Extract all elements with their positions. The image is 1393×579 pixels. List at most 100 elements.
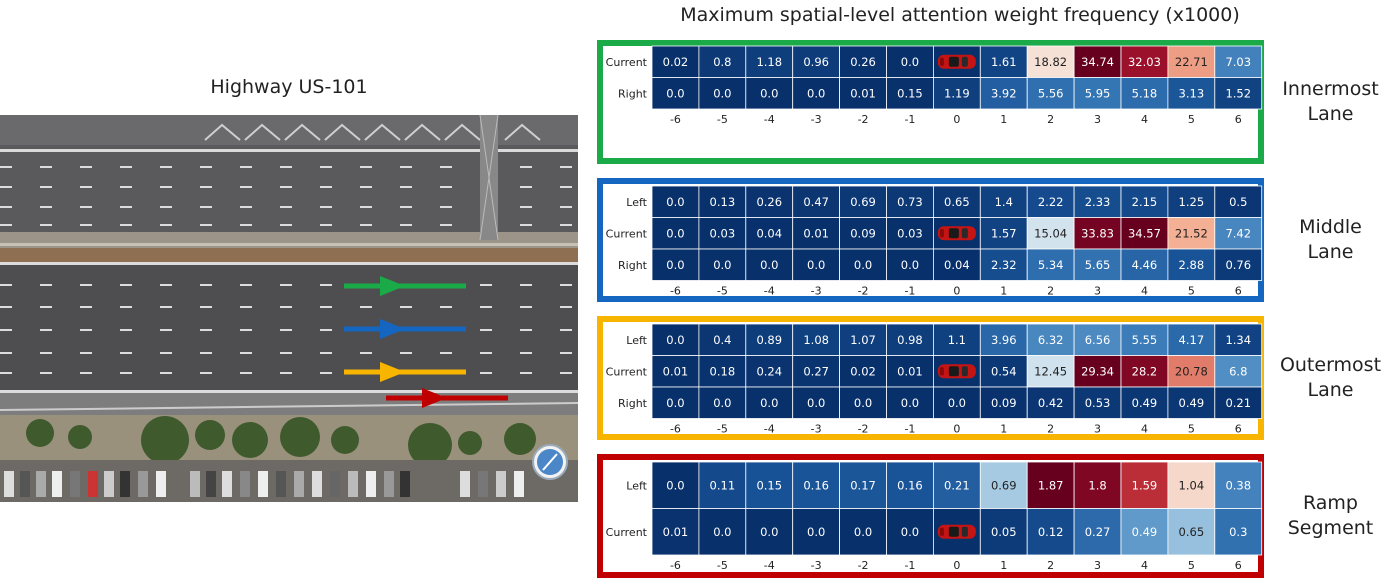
x-tick-label: 0 xyxy=(953,285,960,298)
x-tick-label: 3 xyxy=(1094,423,1101,436)
heatmap-cell xyxy=(979,508,1028,556)
heatmap-cell xyxy=(979,248,1028,281)
row-label: Left xyxy=(626,479,647,492)
cell-value-label: 0.0 xyxy=(666,86,684,100)
heatmap-cell xyxy=(1214,323,1263,356)
heatmap-cell xyxy=(1214,355,1263,388)
heatmap-cell xyxy=(745,217,794,250)
cell-value-label: 0.04 xyxy=(944,258,970,272)
x-tick-label: -4 xyxy=(764,559,775,572)
heatmap-cell xyxy=(1214,77,1263,110)
cell-value-label: 0.26 xyxy=(756,195,782,209)
cell-value-label: 0.0 xyxy=(901,525,919,539)
cell-value-label: 33.83 xyxy=(1081,226,1114,240)
x-tick-label: 2 xyxy=(1047,285,1054,298)
heatmap-cell xyxy=(839,461,887,509)
row-label: Left xyxy=(626,196,647,209)
x-tick-label: 1 xyxy=(1000,285,1007,298)
ego-car-icon xyxy=(937,524,976,539)
row-label: Current xyxy=(606,365,648,378)
heatmap-cell xyxy=(792,77,841,110)
heatmap-cell xyxy=(933,323,981,356)
cell-value-label: 1.8 xyxy=(1088,478,1106,492)
heatmap-outermost: Left 0.0 0.4 0.89 1.08 1.07 0.98 1.1 3.96 6.32 6.5… xyxy=(606,323,1263,436)
heatmap-cell xyxy=(1167,508,1216,556)
heatmap-cell xyxy=(792,461,841,509)
heatmap-cell xyxy=(745,77,794,110)
heatmap-cell xyxy=(792,217,841,250)
heatmap-cell xyxy=(979,355,1028,388)
x-tick-label: 3 xyxy=(1094,113,1101,126)
heatmap-cell xyxy=(979,323,1028,356)
cell-value-label: 2.88 xyxy=(1179,258,1205,272)
heatmap-cell xyxy=(1214,45,1263,78)
x-tick-label: -5 xyxy=(717,113,728,126)
heatmap-cell xyxy=(745,386,794,419)
heatmap-cell xyxy=(1120,386,1169,419)
cell-value-label: 7.03 xyxy=(1225,55,1251,69)
cell-value-label: 0.65 xyxy=(944,195,970,209)
cell-value-label: 0.0 xyxy=(854,258,872,272)
heatmap-cell xyxy=(886,508,934,556)
cell-value-label: 5.34 xyxy=(1038,258,1064,272)
lane-arrows xyxy=(344,276,508,408)
x-tick-label: 5 xyxy=(1188,113,1195,126)
heatmap-cell xyxy=(698,248,747,281)
heatmap-cell xyxy=(698,45,747,78)
cell-value-label: 0.0 xyxy=(666,396,684,410)
row-label: Current xyxy=(606,227,648,240)
cell-value-label: 0.0 xyxy=(666,333,684,347)
cell-value-label: 0.0 xyxy=(807,525,825,539)
cell-value-label: 0.54 xyxy=(991,364,1017,378)
heatmap-cell xyxy=(839,355,887,388)
cell-value-label: 5.65 xyxy=(1085,258,1111,272)
x-tick-label: -2 xyxy=(858,423,869,436)
cell-value-label: 0.0 xyxy=(854,525,872,539)
lane-label-line1: Middle xyxy=(1299,216,1362,238)
heatmap-cell xyxy=(979,185,1028,218)
cell-value-label: 0.5 xyxy=(1229,195,1247,209)
cell-value-label: 0.0 xyxy=(760,525,778,539)
cell-value-label: 3.13 xyxy=(1179,86,1205,100)
heatmap-cell xyxy=(1214,386,1263,419)
cell-value-label: 0.26 xyxy=(850,55,876,69)
cell-value-label: 0.49 xyxy=(1132,396,1158,410)
cell-value-label: 0.49 xyxy=(1179,396,1205,410)
cell-value-label: 1.59 xyxy=(1132,478,1158,492)
cell-value-label: 29.34 xyxy=(1081,364,1114,378)
heatmap-cell xyxy=(651,508,700,556)
cell-value-label: 0.03 xyxy=(710,226,736,240)
lane-label-ramp: Ramp Segment xyxy=(1268,491,1393,541)
cell-value-label: 6.8 xyxy=(1229,364,1247,378)
heatmap-cell xyxy=(979,77,1028,110)
cell-value-label: 0.16 xyxy=(897,478,923,492)
heatmap-cell xyxy=(1026,217,1075,250)
cell-value-label: 0.16 xyxy=(803,478,829,492)
cell-value-label: 15.04 xyxy=(1034,226,1067,240)
cell-value-label: 0.8 xyxy=(713,55,731,69)
x-tick-label: -6 xyxy=(670,559,681,572)
x-tick-label: 2 xyxy=(1047,113,1054,126)
heatmap-cell xyxy=(1167,77,1216,110)
cell-value-label: 0.38 xyxy=(1225,478,1251,492)
row-label: Right xyxy=(618,87,648,100)
x-tick-label: -3 xyxy=(811,423,822,436)
x-tick-label: -2 xyxy=(858,559,869,572)
cell-value-label: 2.32 xyxy=(991,258,1017,272)
cell-value-label: 0.47 xyxy=(803,195,829,209)
x-tick-label: 0 xyxy=(953,423,960,436)
cell-value-label: 0.42 xyxy=(1038,396,1064,410)
heatmap-middle: Left 0.0 0.13 0.26 0.47 0.69 0.73 0.65 1.4 2.22 2.… xyxy=(606,185,1263,298)
cell-value-label: 1.07 xyxy=(850,333,876,347)
heatmap-cell xyxy=(1120,323,1169,356)
x-tick-label: -4 xyxy=(764,113,775,126)
heatmap-innermost: Current 0.02 0.8 1.18 0.96 0.26 0.0 1.61 18.82 34… xyxy=(606,45,1263,126)
cell-value-label: 0.0 xyxy=(666,258,684,272)
row-label: Right xyxy=(618,397,648,410)
heatmap-cell xyxy=(1214,217,1263,250)
heatmap-cell xyxy=(1026,508,1075,556)
heatmap-cell xyxy=(839,386,887,419)
heatmap-cell xyxy=(979,461,1028,509)
cell-value-label: 0.0 xyxy=(666,478,684,492)
heatmap-cell xyxy=(651,217,700,250)
